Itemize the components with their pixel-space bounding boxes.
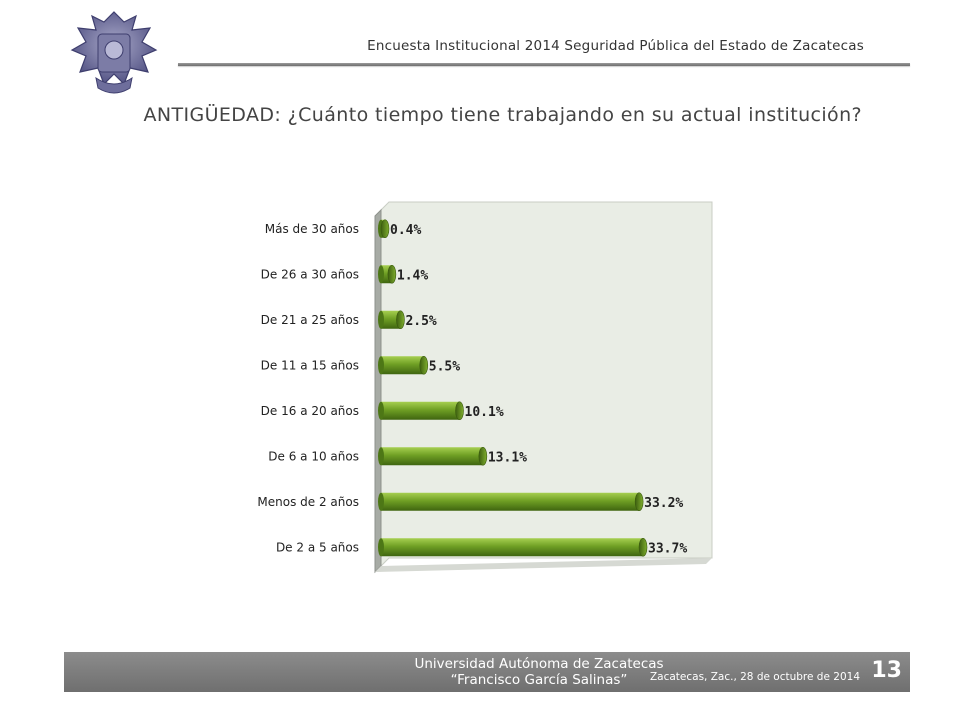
value-label: 33.7%: [648, 541, 687, 556]
value-label: 13.1%: [488, 450, 527, 465]
bar-end-cap: [380, 219, 390, 239]
bar-end-cap: [634, 492, 644, 512]
header-divider: [178, 63, 910, 66]
bar-end-cap: [455, 401, 464, 421]
value-label: 5.5%: [429, 359, 460, 374]
bar: [381, 447, 483, 466]
footer-university-subtitle: “Francisco García Salinas”: [450, 672, 628, 688]
footer-university: Universidad Autónoma de Zacatecas “Franc…: [324, 656, 754, 688]
category-label: De 6 a 10 años: [268, 449, 359, 463]
bar-end-cap: [396, 310, 405, 330]
footer-university-name: Universidad Autónoma de Zacatecas: [414, 656, 664, 672]
survey-title: Encuesta Institucional 2014 Seguridad Pú…: [367, 38, 864, 54]
bar-end-cap: [638, 537, 648, 557]
value-label: 10.1%: [465, 405, 504, 420]
category-label: De 26 a 30 años: [261, 267, 359, 281]
question-title: ANTIGÜEDAD: ¿Cuánto tiempo tiene trabaja…: [143, 104, 862, 126]
bar: [381, 401, 460, 420]
bar-left-cap: [378, 538, 384, 557]
value-label: 0.4%: [390, 223, 421, 238]
value-label: 2.5%: [405, 314, 436, 329]
footer-date: Zacatecas, Zac., 28 de octubre de 2014: [649, 671, 860, 683]
category-label: De 16 a 20 años: [261, 404, 359, 418]
category-label: Menos de 2 años: [257, 495, 359, 509]
plot-background: [380, 201, 713, 568]
university-crest-logo: [66, 8, 162, 104]
plot-floor: [375, 558, 712, 572]
bar-left-cap: [378, 356, 384, 375]
bar-left-cap: [378, 401, 384, 420]
value-label: 33.2%: [644, 496, 683, 511]
value-label: 1.4%: [397, 268, 428, 283]
bar: [381, 265, 392, 284]
category-label: De 11 a 15 años: [261, 358, 359, 372]
bar-left-cap: [378, 447, 384, 466]
bar-end-cap: [419, 355, 429, 375]
page-number: 13: [871, 658, 902, 683]
bar: [381, 356, 424, 375]
category-label: De 2 a 5 años: [276, 540, 359, 554]
bar-left-cap: [378, 492, 384, 511]
bar-end-cap: [387, 264, 397, 284]
bar: [381, 310, 401, 329]
bar-end-cap: [478, 446, 488, 466]
category-label: Más de 30 años: [265, 222, 359, 236]
plot-side-wall: [374, 208, 382, 574]
bar: [381, 492, 640, 511]
category-label: De 21 a 25 años: [261, 313, 359, 327]
footer-bar: Universidad Autónoma de Zacatecas “Franc…: [64, 652, 910, 692]
bar-left-cap: [378, 310, 384, 329]
bar: [381, 538, 644, 557]
bar-left-cap: [378, 265, 384, 284]
